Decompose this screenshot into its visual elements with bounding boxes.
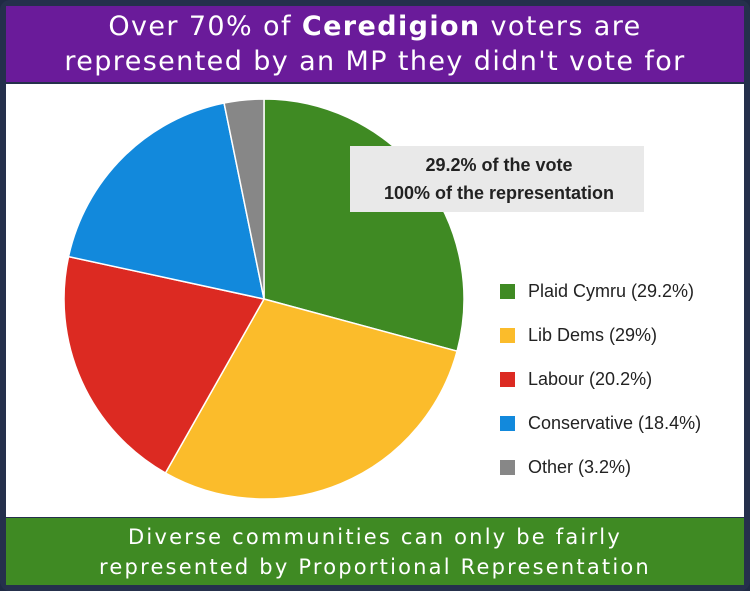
- legend-label: Conservative (18.4%): [528, 413, 702, 433]
- constituency-name: Ceredigion: [301, 11, 481, 42]
- legend-item-4: Other (3.2%): [500, 456, 740, 500]
- footer-banner: Diverse communities can only be fairly r…: [6, 518, 744, 585]
- footer-line-2: represented by Proportional Representati…: [99, 555, 651, 579]
- pie-slice-2: [63, 255, 266, 475]
- pie-slices: [63, 98, 465, 500]
- legend-item-1: Lib Dems (29%): [500, 324, 740, 368]
- legend-item-2: Labour (20.2%): [500, 368, 740, 412]
- legend-swatch: [500, 284, 515, 299]
- legend-swatch: [500, 460, 515, 475]
- legend-label: Other (3.2%): [528, 457, 632, 477]
- footer-line-1: Diverse communities can only be fairly: [128, 525, 622, 549]
- header-line-2: represented by an MP they didn't vote fo…: [64, 46, 686, 77]
- callout-line-1: 29.2% of the vote: [425, 155, 573, 175]
- chart-panel: 29.2% of the vote 100% of the representa…: [6, 84, 744, 517]
- vote-callout: 29.2% of the vote 100% of the representa…: [350, 146, 644, 212]
- header-prefix: Over 70% of: [108, 11, 302, 42]
- header-line-1: Over 70% of Ceredigion voters are: [6, 9, 744, 44]
- legend: Plaid Cymru (29.2%) Lib Dems (29%) Labour …: [500, 280, 740, 500]
- pie-slice-3: [67, 102, 265, 300]
- legend-label: Plaid Cymru (29.2%): [528, 281, 695, 301]
- pie-slice-1: [164, 298, 458, 500]
- legend-swatch: [500, 328, 515, 343]
- pie-slice-4: [223, 98, 265, 300]
- legend-item-3: Conservative (18.4%): [500, 412, 740, 456]
- legend-swatch: [500, 372, 515, 387]
- legend-swatch: [500, 416, 515, 431]
- legend-item-0: Plaid Cymru (29.2%): [500, 280, 740, 324]
- callout-line-2: 100% of the representation: [383, 183, 615, 203]
- header-suffix: voters are: [480, 11, 642, 42]
- pie-chart: [63, 98, 465, 500]
- legend-label: Lib Dems (29%): [528, 325, 658, 345]
- header-banner: Over 70% of Ceredigion voters are repres…: [6, 6, 744, 82]
- legend-label: Labour (20.2%): [528, 369, 653, 389]
